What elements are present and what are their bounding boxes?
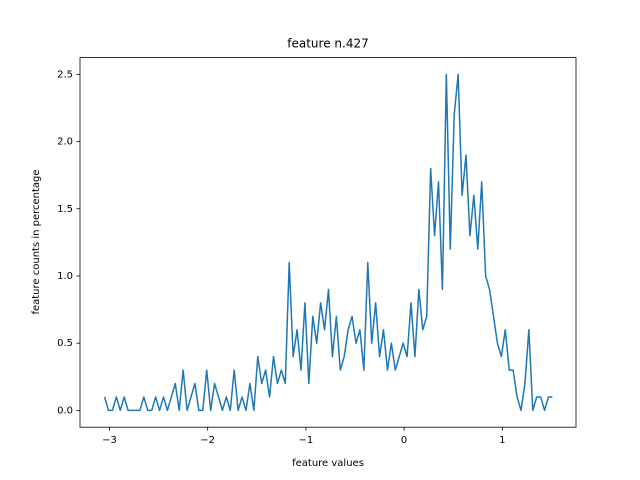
axes-frame [79, 57, 577, 428]
y-tick-label: 2.5 [57, 69, 73, 80]
x-tick-label: −1 [299, 435, 314, 446]
x-axis-label: feature values [292, 458, 364, 469]
x-tick-label: −3 [102, 435, 117, 446]
chart-title: feature n.427 [287, 37, 368, 51]
x-tick-label: 0 [401, 435, 407, 446]
y-tick-label: 1.5 [57, 204, 73, 215]
x-tick-label: 1 [499, 435, 505, 446]
data-line [103, 73, 553, 412]
y-tick-label: 2.0 [57, 137, 73, 148]
y-tick-label: 0.5 [57, 338, 73, 349]
y-tick-label: 0.0 [57, 405, 73, 416]
y-tick-label: 1.0 [57, 271, 73, 282]
y-axis-label: feature counts in percentage [31, 169, 42, 314]
x-tick-label: −2 [200, 435, 215, 446]
